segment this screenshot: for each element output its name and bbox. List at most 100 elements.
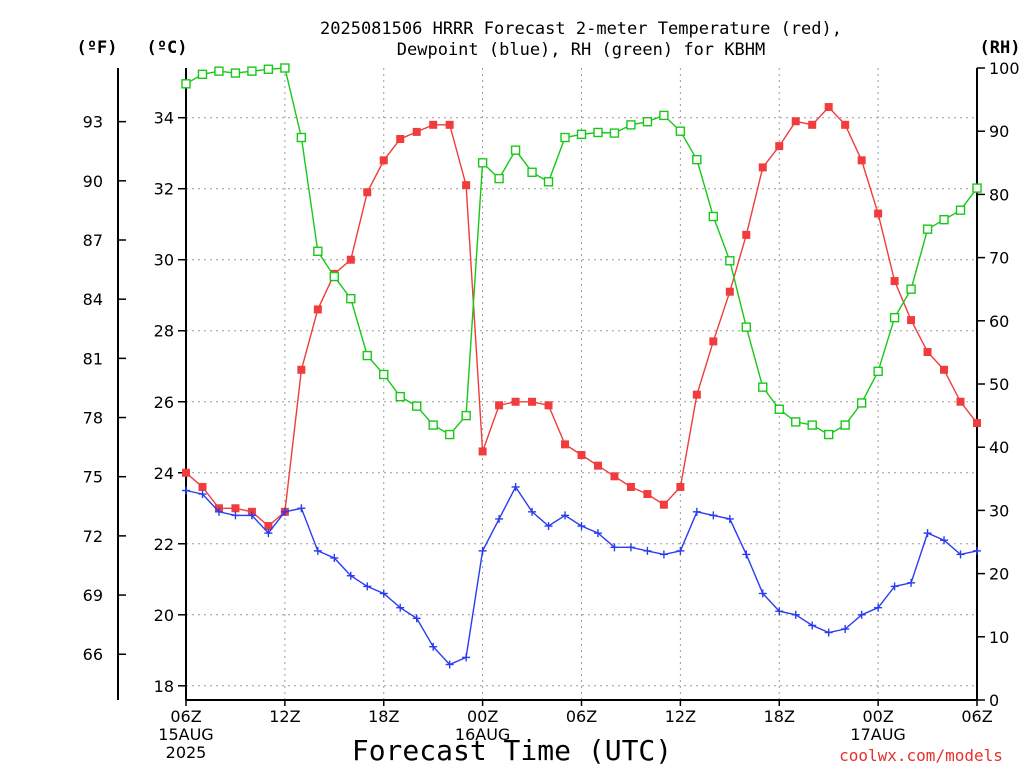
dewpoint-point (940, 536, 949, 545)
dewpoint-point (643, 546, 652, 555)
temperature-point (231, 504, 240, 513)
rh-tick-label: 50 (989, 375, 1009, 394)
dewpoint-point (412, 614, 421, 623)
dewpoint-point (247, 511, 256, 520)
celsius-tick-label: 22 (154, 535, 174, 554)
rh-point (510, 145, 521, 155)
rh-point (444, 429, 455, 440)
rh-point (461, 410, 471, 421)
rh-point (214, 66, 224, 76)
temperature-point (346, 255, 355, 264)
temperature-point (824, 103, 833, 112)
fahrenheit-tick-label: 81 (83, 349, 103, 368)
temperature-point (841, 120, 850, 129)
rh-point (379, 369, 389, 380)
chart-axes (117, 67, 985, 706)
rh-tick-label: 90 (989, 122, 1009, 141)
temperature-point (923, 348, 932, 357)
dewpoint-point (280, 507, 289, 516)
fahrenheit-axis-unit: (ºF) (77, 38, 118, 58)
temperature-point (758, 163, 767, 172)
celsius-tick-label: 32 (154, 180, 174, 199)
rh-point (395, 391, 405, 402)
dewpoint-point (330, 553, 339, 562)
dewpoint-point (841, 624, 850, 633)
x-tick-label: 12Z (665, 707, 696, 726)
temperature-point (643, 490, 652, 499)
temperature-point (874, 209, 883, 218)
rh-point (939, 214, 949, 225)
dewpoint-point (824, 628, 833, 637)
temperature-line (185, 106, 978, 527)
temperature-point (907, 316, 916, 325)
dewpoint-point (775, 607, 784, 616)
dewpoint-point (346, 571, 355, 580)
dewpoint-point (528, 507, 537, 516)
celsius-tick-label: 24 (154, 464, 174, 483)
celsius-tick-label: 18 (154, 677, 174, 696)
rh-point (659, 110, 669, 121)
dewpoint-point (297, 504, 306, 513)
dewpoint-point (264, 529, 273, 538)
rh-tick-label: 100 (989, 59, 1020, 78)
rh-point (922, 224, 933, 234)
x-tick-label: 06Z (566, 707, 597, 726)
rh-point (263, 64, 274, 74)
rh-point (329, 271, 340, 282)
chart-title-line2: Dewpoint (blue), RH (green) for KBHM (397, 40, 765, 60)
rh-point (527, 167, 537, 177)
rh-point (609, 128, 620, 138)
x-tick-label: 12Z (269, 707, 300, 726)
dewpoint-point (857, 610, 866, 619)
dewpoint-point (198, 490, 207, 499)
celsius-tick-label: 34 (154, 109, 174, 128)
rh-tick-label: 30 (989, 501, 1009, 520)
dewpoint-point (907, 578, 916, 587)
x-tick-label: 15AUG (158, 725, 213, 744)
temperature-point (626, 482, 635, 491)
rh-point (247, 66, 257, 76)
temperature-point (297, 365, 306, 374)
dewpoint-point (659, 550, 668, 559)
temperature-point (462, 181, 471, 190)
x-tick-label: 18Z (764, 707, 795, 726)
temperature-point (659, 500, 668, 509)
x-tick-label: 00Z (467, 707, 498, 726)
rh-point (560, 132, 570, 143)
rh-point (412, 401, 422, 411)
rh-point (576, 129, 587, 140)
fahrenheit-tick-label: 66 (83, 645, 103, 664)
rh-point (313, 246, 323, 256)
rh-point (494, 173, 504, 184)
rh-point (972, 183, 982, 193)
rh-tick-label: 10 (989, 628, 1009, 647)
rh-point (477, 158, 488, 168)
temperature-point (182, 468, 190, 477)
temperature-point (379, 156, 388, 165)
temperature-point (857, 156, 866, 165)
temperature-point (725, 287, 734, 296)
rh-point (642, 117, 653, 127)
temperature-point (973, 419, 981, 428)
fahrenheit-tick-label: 93 (83, 113, 103, 132)
temperature-point (478, 447, 487, 456)
celsius-tick-label: 28 (154, 322, 174, 341)
temperature-point (544, 401, 553, 410)
celsius-axis-unit: (ºC) (147, 38, 188, 58)
temperature-point (198, 482, 207, 491)
dewpoint-point (676, 546, 685, 555)
temperature-point (528, 397, 537, 406)
dewpoint-point (544, 522, 553, 531)
chart-title-line1: 2025081506 HRRR Forecast 2-meter Tempera… (320, 19, 842, 39)
dewpoint-point (445, 660, 454, 669)
rh-point (296, 132, 307, 143)
rh-point (791, 417, 801, 427)
rh-point (280, 63, 290, 73)
rh-point (197, 69, 208, 80)
rh-point (955, 205, 966, 215)
dewpoint-point (923, 529, 932, 538)
temperature-point (429, 120, 438, 129)
dewpoint-point (231, 511, 240, 520)
fahrenheit-tick-label: 72 (83, 527, 103, 546)
